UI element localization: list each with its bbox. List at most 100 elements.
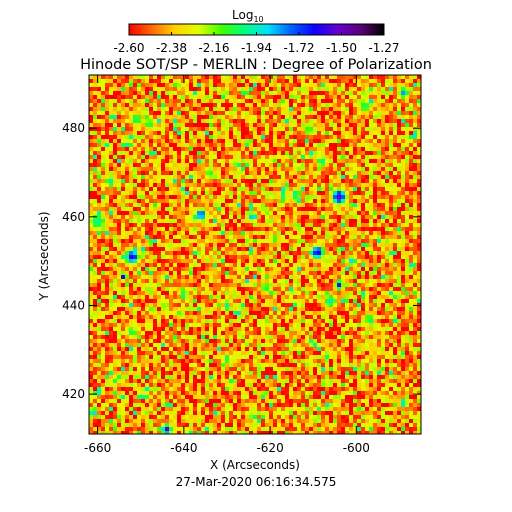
heatmap-cell: [393, 123, 397, 127]
heatmap-cell: [405, 171, 409, 175]
heatmap-cell: [249, 295, 253, 299]
heatmap-cell: [341, 303, 345, 307]
heatmap-cell: [205, 271, 209, 275]
heatmap-cell: [245, 123, 249, 127]
heatmap-cell: [105, 111, 109, 115]
heatmap-cell: [317, 299, 321, 303]
heatmap-cell: [233, 75, 237, 79]
heatmap-cell: [177, 171, 181, 175]
heatmap-cell: [361, 127, 365, 131]
heatmap-cell: [321, 199, 325, 203]
heatmap-cell: [409, 203, 413, 207]
heatmap-cell: [337, 283, 341, 287]
heatmap-cell: [173, 179, 177, 183]
heatmap-cell: [293, 91, 297, 95]
heatmap-cell: [133, 183, 137, 187]
heatmap-cell: [281, 235, 285, 239]
heatmap-cell: [257, 219, 261, 223]
heatmap-cell: [305, 295, 309, 299]
heatmap-cell: [121, 235, 125, 239]
heatmap-cell: [385, 99, 389, 103]
heatmap-cell: [401, 151, 405, 155]
heatmap-cell: [113, 195, 117, 199]
heatmap-cell: [365, 259, 369, 263]
heatmap-cell: [213, 235, 217, 239]
heatmap-cell: [393, 307, 397, 311]
heatmap-cell: [129, 207, 133, 211]
heatmap-cell: [289, 255, 293, 259]
heatmap-cell: [141, 151, 145, 155]
heatmap-cell: [289, 303, 293, 307]
heatmap-cell: [313, 131, 317, 135]
heatmap-cell: [273, 151, 277, 155]
heatmap-cell: [209, 307, 213, 311]
heatmap-cell: [253, 135, 257, 139]
heatmap-cell: [377, 203, 381, 207]
heatmap-cell: [381, 235, 385, 239]
heatmap-cell: [253, 143, 257, 147]
heatmap-cell: [185, 75, 189, 79]
heatmap-cell: [345, 107, 349, 111]
heatmap-cell: [213, 91, 217, 95]
heatmap-cell: [285, 143, 289, 147]
heatmap-cell: [189, 303, 193, 307]
heatmap-cell: [389, 267, 393, 271]
heatmap-cell: [293, 167, 297, 171]
heatmap-cell: [113, 223, 117, 227]
heatmap-cell: [397, 283, 401, 287]
heatmap-cell: [177, 295, 181, 299]
heatmap-cell: [237, 87, 241, 91]
heatmap-cell: [229, 175, 233, 179]
heatmap-cell: [217, 219, 221, 223]
heatmap-cell: [141, 275, 145, 279]
heatmap-cell: [417, 267, 421, 271]
heatmap-cell: [365, 303, 369, 307]
heatmap-cell: [173, 219, 177, 223]
heatmap-cell: [261, 259, 265, 263]
heatmap-cell: [97, 199, 101, 203]
heatmap-cell: [193, 211, 197, 215]
heatmap-cell: [229, 231, 233, 235]
heatmap-cell: [353, 239, 357, 243]
heatmap-cell: [381, 147, 385, 151]
heatmap-cell: [229, 171, 233, 175]
heatmap-cell: [345, 167, 349, 171]
heatmap-cell: [409, 247, 413, 251]
heatmap-cell: [173, 239, 177, 243]
heatmap-cell: [161, 183, 165, 187]
heatmap-cell: [369, 83, 373, 87]
heatmap-cell: [177, 279, 181, 283]
heatmap-cell: [233, 291, 237, 295]
heatmap-cell: [309, 79, 313, 83]
heatmap-cell: [413, 123, 417, 127]
heatmap-cell: [265, 147, 269, 151]
heatmap-cell: [305, 131, 309, 135]
heatmap-cell: [309, 243, 313, 247]
heatmap-cell: [273, 75, 277, 79]
heatmap-cell: [173, 255, 177, 259]
heatmap-cell: [133, 275, 137, 279]
heatmap-cell: [257, 131, 261, 135]
heatmap-cell: [105, 151, 109, 155]
heatmap-cell: [365, 131, 369, 135]
heatmap-cell: [309, 311, 313, 315]
heatmap-cell: [133, 175, 137, 179]
heatmap-cell: [361, 283, 365, 287]
heatmap-cell: [285, 183, 289, 187]
heatmap-cell: [181, 75, 185, 79]
heatmap-cell: [353, 207, 357, 211]
heatmap-cell: [229, 143, 233, 147]
heatmap-cell: [253, 267, 257, 271]
heatmap-cell: [233, 131, 237, 135]
heatmap-cell: [341, 127, 345, 131]
heatmap-cell: [261, 115, 265, 119]
heatmap-cell: [405, 227, 409, 231]
heatmap-cell: [257, 287, 261, 291]
heatmap-cell: [385, 103, 389, 107]
heatmap-cell: [353, 99, 357, 103]
heatmap-cell: [297, 219, 301, 223]
heatmap-cell: [225, 155, 229, 159]
heatmap-cell: [209, 175, 213, 179]
heatmap-cell: [317, 99, 321, 103]
heatmap-cell: [105, 199, 109, 203]
